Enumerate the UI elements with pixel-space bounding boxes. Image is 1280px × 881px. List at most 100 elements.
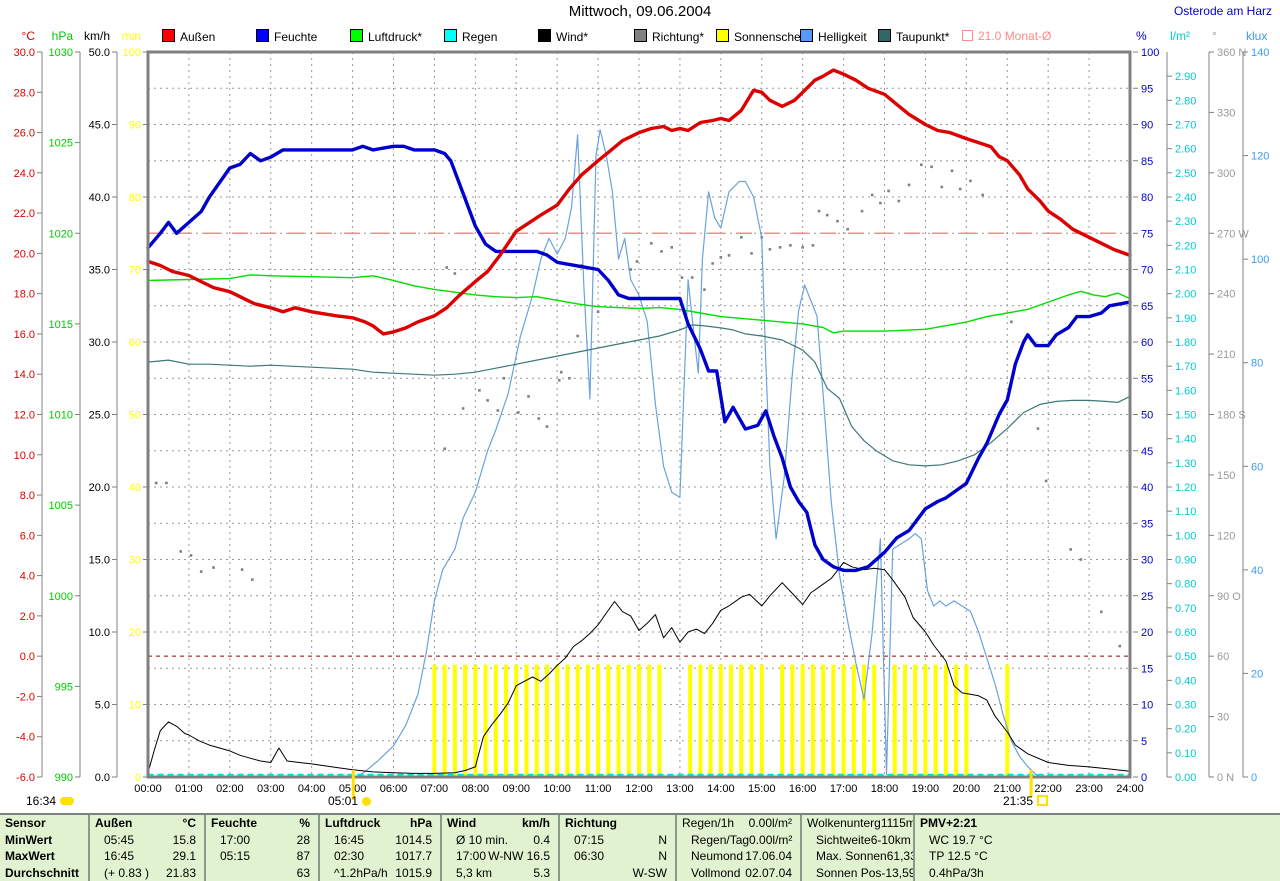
axis-temp: -6.0 -4.0 -2.0 0.0 2.0 4.0 6.0 8.0 10.0 12.0 14.0 1… bbox=[14, 29, 43, 784]
legend-item-taupunkt: Taupunkt* bbox=[878, 29, 949, 44]
axis-pct: 0 5 10 15 20 25 30 35 40 45 50 55 60 65 70 75 80 85 90 95 10… bbox=[1133, 29, 1159, 784]
tick-label: 150 bbox=[1217, 470, 1235, 482]
tick-label: 0.40 bbox=[1175, 675, 1196, 687]
legend-swatch bbox=[538, 29, 551, 42]
table-cell: W-SW bbox=[632, 865, 667, 880]
tick-label: 90 bbox=[129, 120, 141, 132]
tick-label: 10 bbox=[1141, 700, 1153, 712]
tick-label: 20.0 bbox=[89, 482, 110, 494]
axis-unit-rain: l/m² bbox=[1170, 29, 1190, 43]
x-tick-label: 03:00 bbox=[257, 783, 285, 795]
tick-label: 1.30 bbox=[1175, 458, 1196, 470]
sunset-icon bbox=[1037, 795, 1049, 806]
legend-item-luftdruck: Luftdruck* bbox=[350, 29, 422, 44]
tick-label: 22.0 bbox=[14, 208, 35, 220]
tick-label: 120 bbox=[1251, 151, 1269, 163]
tick-label: 0.90 bbox=[1175, 555, 1196, 567]
tick-label: 5 bbox=[1141, 736, 1147, 748]
tick-label: 70 bbox=[1141, 265, 1153, 277]
x-tick-label: 06:00 bbox=[380, 783, 408, 795]
tick-label: 100 bbox=[123, 47, 141, 59]
legend-item-regen: Regen bbox=[444, 29, 497, 44]
x-tick-label: 21:00 bbox=[993, 783, 1021, 795]
legend-swatch bbox=[350, 29, 363, 42]
tick-label: 100 bbox=[1251, 254, 1269, 266]
table-row-label: MaxWert bbox=[5, 849, 55, 864]
x-tick-label: 22:00 bbox=[1034, 783, 1062, 795]
tick-label: 40 bbox=[1141, 482, 1153, 494]
station-name: Osterode am Harz bbox=[1173, 4, 1272, 18]
x-axis-labels: 00:0001:0002:0003:0004:0005:0006:0007:00… bbox=[134, 783, 1144, 795]
table-col-wind: Wind km/h Ø 10 min. 0.4 17:00 W-NW 16.5 5,3 km… bbox=[440, 815, 558, 881]
tick-label: 26.0 bbox=[14, 128, 35, 140]
legend-item-richtung: Richtung* bbox=[634, 29, 704, 44]
x-tick-label: 18:00 bbox=[871, 783, 899, 795]
tick-label: 50 bbox=[129, 410, 141, 422]
weather-chart: -6.0 -4.0 -2.0 0.0 2.0 4.0 6.0 8.0 10.0 12.0 14.0 1… bbox=[14, 29, 1269, 800]
tick-label: 2.50 bbox=[1175, 168, 1196, 180]
sunset-marker bbox=[1029, 770, 1033, 797]
x-tick-label: 12:00 bbox=[625, 783, 653, 795]
tick-label: 1015 bbox=[49, 319, 73, 331]
tick-label: 995 bbox=[55, 681, 73, 693]
tick-label: 2.10 bbox=[1175, 265, 1196, 277]
x-tick-label: 20:00 bbox=[953, 783, 981, 795]
table-cell: Wolkenunterg 1115m bbox=[807, 816, 913, 831]
tick-label: 1.10 bbox=[1175, 506, 1196, 518]
legend-swatch bbox=[162, 29, 175, 42]
tick-label: 30 bbox=[1141, 555, 1153, 567]
sunset-value: 21:35 bbox=[1003, 794, 1034, 808]
x-tick-label: 24:00 bbox=[1116, 783, 1144, 795]
table-col-regen-1h: Regen/1h 0.00l/m² Regen/Tag 0.00l/m² Neumond… bbox=[675, 815, 800, 881]
tick-label: 16.0 bbox=[14, 329, 35, 341]
table-cell: 17:00 28 bbox=[220, 832, 310, 847]
table-cell: Feuchte% bbox=[211, 816, 310, 831]
tick-label: 30.0 bbox=[89, 337, 110, 349]
tick-label: 8.0 bbox=[20, 490, 35, 502]
tick-label: 40 bbox=[1251, 565, 1263, 577]
tick-label: 2.70 bbox=[1175, 120, 1196, 132]
table-cell: 02:30 1017.7 bbox=[334, 849, 432, 864]
series-richtung bbox=[154, 163, 1122, 648]
tick-label: 240 bbox=[1217, 289, 1235, 301]
tick-label: 300 bbox=[1217, 168, 1235, 180]
tick-label: 60 bbox=[1141, 337, 1153, 349]
tick-label: 1.00 bbox=[1175, 530, 1196, 542]
tick-label: 2.30 bbox=[1175, 216, 1196, 228]
x-tick-label: 17:00 bbox=[830, 783, 858, 795]
tick-label: 1.90 bbox=[1175, 313, 1196, 325]
table-row-label: MinWert bbox=[5, 832, 53, 847]
x-tick-label: 14:00 bbox=[707, 783, 735, 795]
tick-label: 50 bbox=[1141, 410, 1153, 422]
axis-klux: 0 20 40 60 80 100 120 140 klux bbox=[1242, 29, 1269, 784]
table-cell: Regen/Tag 0.00l/m² bbox=[691, 832, 793, 847]
axis-hpa: 990 995 1000 1005 1010 1015 1020 1025 1030 hPa bbox=[49, 29, 81, 784]
table-cell: Vollmond 02.07.04 bbox=[691, 865, 792, 880]
tick-label: 1010 bbox=[49, 410, 73, 422]
table-cell: 06:30 N bbox=[574, 849, 667, 864]
table-col-pmv-2-21: PMV+2:21 WC 19.7 °C TP 12.5 °C 0.4hPa/3h bbox=[913, 815, 1280, 881]
tick-label: 0.0 bbox=[20, 651, 35, 663]
legend-item-sonnenschein: Sonnenschein bbox=[716, 29, 810, 44]
table-cell: 17:00 W-NW 16.5 bbox=[456, 849, 550, 864]
table-cell: Regen/1h 0.00l/m² bbox=[682, 816, 792, 831]
legend-swatch bbox=[256, 29, 269, 42]
table-cell: ^1.2hPa/h 1015.9 bbox=[334, 865, 432, 880]
axis-unit-dir: ° bbox=[1212, 29, 1217, 43]
tick-label: 0.80 bbox=[1175, 579, 1196, 591]
table-cell: (+ 0.83 ) 21.83 bbox=[104, 865, 196, 880]
table-cell: Neumond 17.06.04 bbox=[691, 849, 792, 864]
tick-label: 0.60 bbox=[1175, 627, 1196, 639]
tick-label: 35 bbox=[1141, 518, 1153, 530]
tick-label: 360 N bbox=[1217, 47, 1246, 59]
table-cell: 05:15 87 bbox=[220, 849, 310, 864]
tick-label: 120 bbox=[1217, 530, 1235, 542]
tick-label: 0.00 bbox=[1175, 772, 1196, 784]
tick-label: 0 bbox=[135, 772, 141, 784]
tick-label: 2.80 bbox=[1175, 95, 1196, 107]
tick-label: 2.90 bbox=[1175, 71, 1196, 83]
tick-label: 24.0 bbox=[14, 168, 35, 180]
tick-label: 10.0 bbox=[14, 450, 35, 462]
tick-label: 30 bbox=[1217, 712, 1229, 724]
legend-swatch bbox=[634, 29, 647, 42]
